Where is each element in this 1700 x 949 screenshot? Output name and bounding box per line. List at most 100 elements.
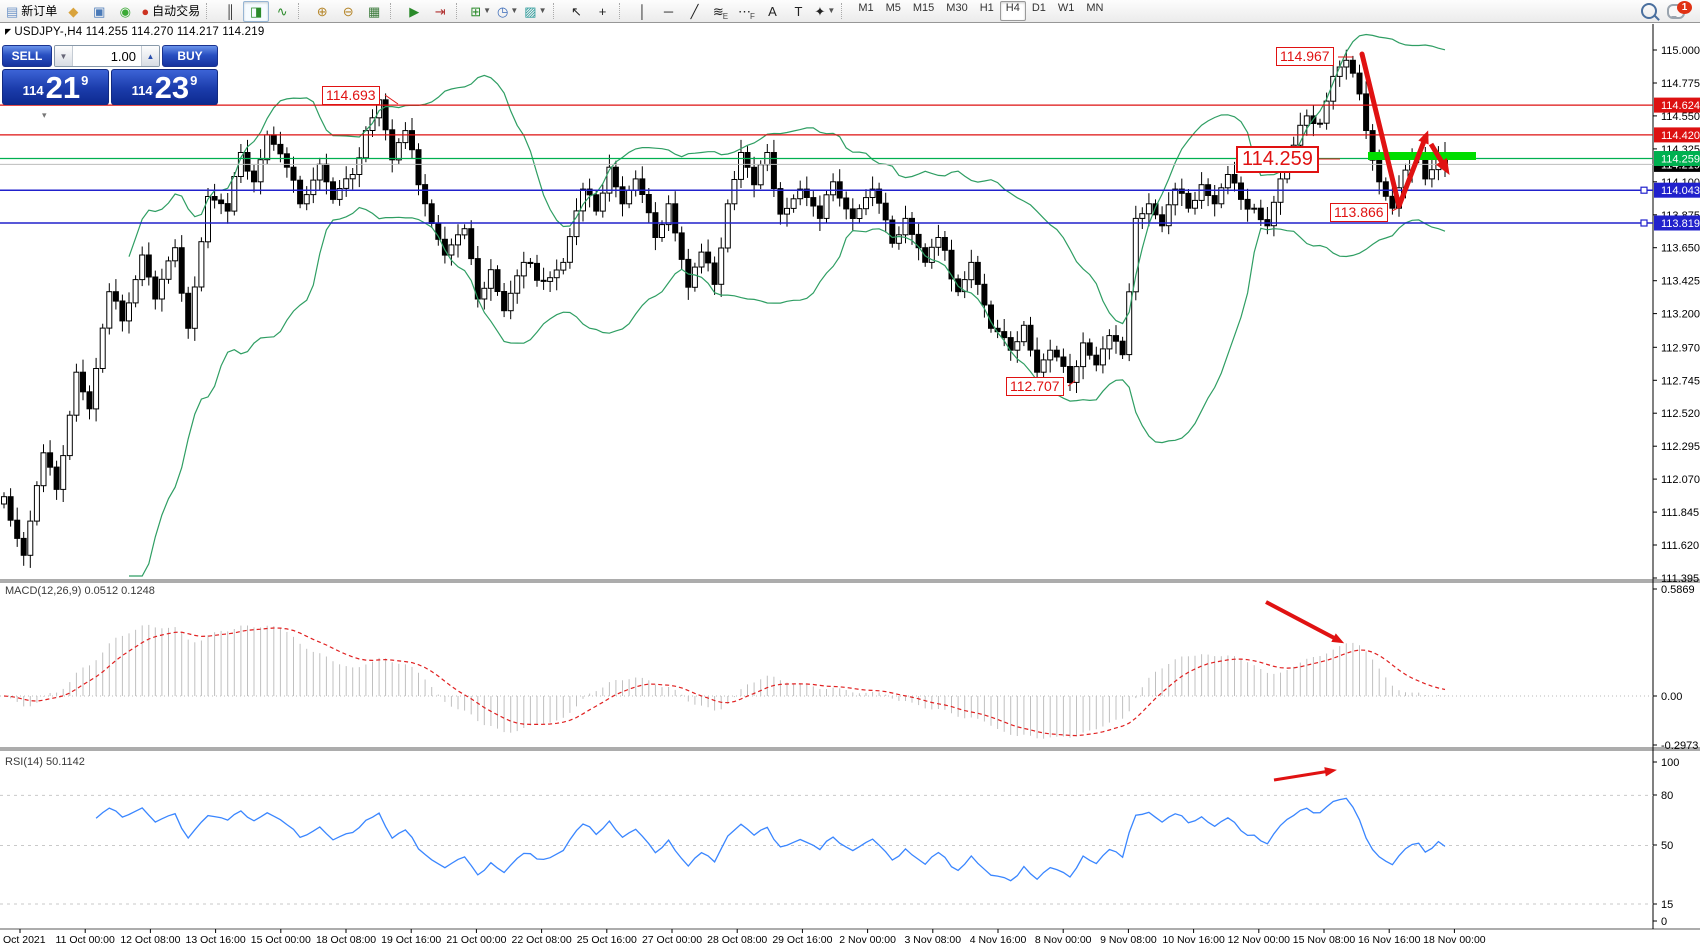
candle: [86, 391, 93, 410]
candle: [40, 452, 47, 487]
zoom-in-icon[interactable]: ⊕: [309, 1, 335, 22]
signals-icon[interactable]: ◉: [112, 1, 138, 22]
price-annotation-label[interactable]: 114.693: [322, 86, 380, 105]
new-order-icon[interactable]: ▤ 新订单: [3, 1, 60, 22]
label-icon[interactable]: T: [786, 1, 812, 22]
timeframe-M1[interactable]: M1: [858, 2, 874, 14]
volume-increase-icon[interactable]: ▲: [141, 46, 159, 66]
candle: [395, 142, 402, 161]
candle: [1053, 349, 1060, 358]
volume-value[interactable]: 1.00: [110, 48, 136, 64]
panel-collapse-icon[interactable]: ▾: [42, 110, 47, 120]
candle: [534, 262, 540, 281]
arrows-icon[interactable]: ✦ ▼: [812, 1, 839, 22]
crosshair-icon[interactable]: +: [590, 1, 616, 22]
candle: [185, 292, 192, 329]
new-order-icon: ▤: [6, 3, 19, 19]
candle: [1218, 187, 1225, 205]
candle: [797, 188, 804, 200]
toolbar: ▤ 新订单 ◆ ▣ ◉ ● 自动交易 ║ ◨ ∿ ⊕ ⊖ ▦ ▶ ⇥ ⊞ ▼ ◷ ▼ ▨ ▼ ↖ + │ ─ ╱ ≋ E ⋯ F A T ✦ ▼ M…: [0, 0, 1700, 23]
buy-price-big: 23: [154, 70, 190, 105]
candle: [1270, 201, 1277, 227]
candle: [112, 291, 119, 302]
candle-chart-icon[interactable]: ◨: [243, 0, 270, 22]
candle: [889, 219, 896, 244]
bollinger-lower-band[interactable]: [129, 206, 1446, 577]
dropdown-arrow-icon[interactable]: ▼: [483, 6, 492, 15]
bar-chart-icon[interactable]: ║: [217, 1, 243, 22]
fibonacci-icon[interactable]: ⋯ F: [734, 1, 760, 22]
arrowhead: [1435, 158, 1450, 176]
buy-price-display[interactable]: 114 23 9: [111, 69, 218, 105]
candle: [356, 157, 363, 176]
red-zigzag-arrow[interactable]: [1359, 51, 1429, 209]
timeframe-M5[interactable]: M5: [885, 2, 901, 14]
auto-scroll-icon[interactable]: ▶: [401, 1, 427, 22]
period-icon[interactable]: ◷ ▼: [494, 1, 521, 22]
candle: [415, 149, 422, 186]
price-annotation-label[interactable]: 114.967: [1276, 47, 1334, 66]
add-indicator-icon[interactable]: ⊞ ▼: [467, 1, 494, 22]
candle: [224, 203, 231, 212]
dropdown-arrow-icon[interactable]: ▼: [827, 6, 836, 15]
timeframe-W1[interactable]: W1: [1057, 2, 1075, 14]
volume-decrease-icon[interactable]: ▼: [55, 46, 73, 66]
channel-icon[interactable]: ≋ E: [708, 1, 734, 22]
candle: [152, 276, 159, 300]
price-annotation-label[interactable]: 113.866: [1330, 203, 1388, 222]
candle: [856, 208, 863, 219]
vertical-line-icon[interactable]: │: [630, 1, 656, 22]
toolbar-separator: [390, 3, 397, 19]
text-icon[interactable]: A: [760, 1, 786, 22]
cursor-icon[interactable]: ↖: [564, 1, 590, 22]
timeframe-M15[interactable]: M15: [912, 2, 935, 14]
search-icon[interactable]: [1641, 3, 1657, 19]
collapse-icon[interactable]: ◤: [5, 27, 12, 36]
timeframe-D1[interactable]: D1: [1031, 2, 1046, 14]
price-annotation-label[interactable]: 114.259: [1236, 146, 1319, 173]
tile-windows-icon[interactable]: ▦: [361, 1, 387, 22]
dropdown-arrow-icon[interactable]: ▼: [538, 6, 547, 15]
market-watch-icon[interactable]: ▣: [86, 1, 112, 22]
dropdown-arrow-icon[interactable]: ▼: [510, 6, 519, 15]
candle: [1317, 122, 1323, 125]
cursor-icon: ↖: [571, 3, 582, 19]
timeframe-MN[interactable]: MN: [1086, 2, 1104, 14]
bollinger-upper-band[interactable]: [128, 33, 1446, 325]
template-icon[interactable]: ▨ ▼: [521, 1, 549, 22]
trendline-icon[interactable]: ╱: [682, 1, 708, 22]
candle: [47, 452, 54, 468]
price-tick-label: 112.070: [1661, 474, 1700, 486]
sell-price-big: 21: [45, 70, 81, 105]
candle: [409, 130, 415, 151]
sell-price-display[interactable]: 114 21 9: [2, 69, 109, 105]
candle: [724, 203, 731, 249]
buy-button[interactable]: BUY: [162, 45, 218, 67]
candle: [343, 178, 350, 189]
timeframe-H1[interactable]: H1: [979, 2, 994, 14]
timeframe-M30[interactable]: M30: [946, 2, 968, 14]
autotrading-icon[interactable]: ● 自动交易: [138, 1, 203, 22]
indicator-list-icon[interactable]: ◆: [60, 1, 86, 22]
line-chart-icon[interactable]: ∿: [269, 1, 295, 22]
line-drag-handle[interactable]: [1640, 186, 1648, 194]
horizontal-line-icon[interactable]: ─: [656, 1, 682, 22]
candle: [1159, 214, 1166, 227]
sell-button[interactable]: SELL: [2, 45, 52, 67]
line-drag-handle[interactable]: [1640, 219, 1648, 227]
analyst-annotations[interactable]: [384, 51, 1476, 782]
zoom-out-icon[interactable]: ⊖: [335, 1, 361, 22]
chat-icon[interactable]: 1: [1667, 0, 1692, 19]
candle: [1238, 182, 1244, 200]
timeframe-H4[interactable]: H4: [999, 1, 1026, 21]
candle: [1, 496, 7, 505]
candle: [99, 327, 106, 370]
price-annotation-label[interactable]: 112.707: [1006, 377, 1064, 396]
chart-shift-icon[interactable]: ⇥: [427, 1, 453, 22]
candle: [283, 153, 290, 168]
candle: [468, 228, 475, 260]
candle: [270, 134, 277, 145]
green-zone-bar[interactable]: [1368, 152, 1476, 160]
candle: [158, 278, 165, 300]
